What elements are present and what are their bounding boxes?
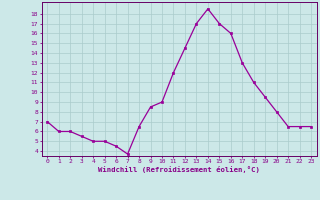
X-axis label: Windchill (Refroidissement éolien,°C): Windchill (Refroidissement éolien,°C) (98, 166, 260, 173)
